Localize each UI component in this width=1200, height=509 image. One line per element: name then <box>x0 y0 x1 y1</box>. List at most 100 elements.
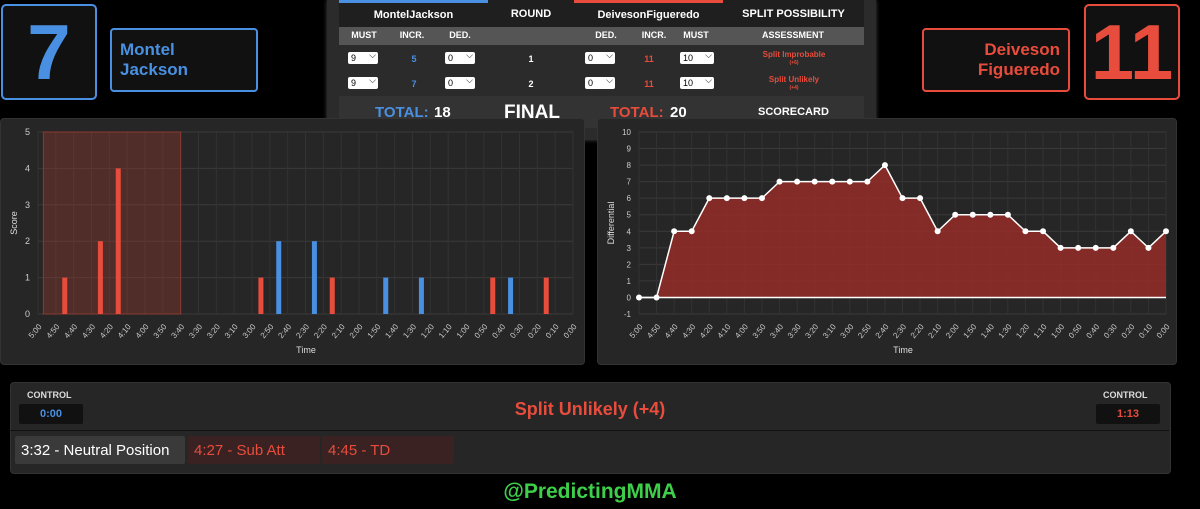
x-tick-label: 0:00 <box>562 322 579 340</box>
x-tick-label: 2:10 <box>330 322 347 340</box>
scorecard-round-header: ROUND <box>488 0 574 27</box>
x-axis-label: Time <box>296 345 316 355</box>
x-tick-label: 3:20 <box>205 322 222 340</box>
differential-point <box>1092 244 1099 251</box>
round1-must-left-select[interactable]: 9 <box>348 50 378 64</box>
score-bar <box>62 277 68 314</box>
x-tick-label: 2:10 <box>926 322 943 340</box>
round1-incr-right: 11 <box>644 54 654 64</box>
event-td[interactable]: 4:45 - TD <box>322 436 454 464</box>
x-axis-label: Time <box>893 345 913 355</box>
left-fighter-last-name: Jackson <box>120 60 189 79</box>
differential-point <box>688 228 695 235</box>
differential-point <box>969 211 976 218</box>
x-tick-label: 1:40 <box>979 322 996 340</box>
x-tick-label: 2:40 <box>276 322 293 340</box>
control-left-label: CONTROL <box>27 390 72 400</box>
score-bar <box>490 277 496 314</box>
round2-incr-left: 7 <box>411 79 417 89</box>
x-tick-label: 4:30 <box>680 322 697 340</box>
round1-assessment: Split Improbable <box>762 50 826 59</box>
control-left-time: 0:00 <box>19 404 83 424</box>
left-fighter-first-name: Montel <box>120 40 175 59</box>
differential-point <box>1163 228 1169 235</box>
y-tick-label: 10 <box>622 128 631 137</box>
differential-point <box>636 294 642 301</box>
round1-ded-left-select[interactable]: 0 <box>445 50 475 64</box>
round1-incr-left: 5 <box>411 54 417 64</box>
differential-chart-panel: -1 0 1 2 3 4 5 6 7 8 9 10 5:00 4:50 4:40 4:30 4:20 4:10 4:… <box>597 118 1177 365</box>
x-tick-label: 3:00 <box>839 322 856 340</box>
total-left-value: 18 <box>434 104 451 121</box>
differential-point <box>776 178 783 185</box>
x-tick-label: 0:00 <box>1155 322 1172 340</box>
differential-point <box>671 228 678 235</box>
y-tick-label: 0 <box>25 309 30 319</box>
right-fighter-name: Deiveson Figueredo <box>922 28 1070 92</box>
x-tick-label: 0:20 <box>526 322 543 340</box>
event-sub-att[interactable]: 4:27 - Sub Att <box>188 436 320 464</box>
differential-point <box>1075 244 1082 251</box>
differential-point <box>1022 228 1029 235</box>
y-tick-label: 4 <box>627 227 632 236</box>
event-neutral-position[interactable]: 3:32 - Neutral Position <box>15 436 185 464</box>
round2-ded-right-select[interactable]: 0 <box>585 75 615 89</box>
x-tick-label: 3:40 <box>768 322 785 340</box>
round2-must-left-select[interactable]: 9 <box>348 75 378 89</box>
x-tick-label: 1:30 <box>401 322 418 340</box>
x-tick-label: 4:50 <box>45 322 62 340</box>
x-tick-label: 3:40 <box>169 322 186 340</box>
x-tick-label: 3:10 <box>821 322 838 340</box>
y-tick-label: 0 <box>627 293 632 302</box>
y-tick-label: 2 <box>627 260 632 269</box>
y-tick-label: 1 <box>627 277 632 286</box>
subheader-incr-right: INCR. <box>641 30 667 40</box>
x-tick-label: 2:30 <box>891 322 908 340</box>
round1-assessment-margin: (+6) <box>789 60 799 66</box>
x-tick-label: 1:50 <box>366 322 383 340</box>
x-tick-label: 2:30 <box>294 322 311 340</box>
y-tick-label: -1 <box>624 310 632 319</box>
x-tick-label: 3:50 <box>152 322 169 340</box>
round1-ded-right-select[interactable]: 0 <box>585 50 615 64</box>
score-bar <box>329 277 335 314</box>
left-fighter-score: 7 <box>1 4 97 100</box>
x-tick-label: 5:00 <box>628 322 645 340</box>
y-tick-label: 1 <box>25 273 30 283</box>
scorecard-button[interactable]: SCORECARD <box>758 106 829 118</box>
score-bar <box>508 277 514 314</box>
control-right-label: CONTROL <box>1103 390 1148 400</box>
x-tick-label: 4:10 <box>116 322 133 340</box>
x-tick-label: 1:30 <box>997 322 1014 340</box>
subheader-ded-left: DED. <box>449 30 471 40</box>
x-tick-label: 0:50 <box>473 322 490 340</box>
round1-must-right-select[interactable]: 10 <box>680 50 714 64</box>
x-tick-label: 4:40 <box>62 322 79 340</box>
y-tick-label: 3 <box>25 200 30 210</box>
y-tick-label: 5 <box>25 127 30 137</box>
differential-point <box>829 178 836 185</box>
x-tick-label: 0:50 <box>1067 322 1084 340</box>
x-tick-label: 3:10 <box>223 322 240 340</box>
differential-point <box>653 294 660 301</box>
score-bar <box>258 277 264 314</box>
differential-point <box>1110 244 1117 251</box>
differential-point <box>1004 211 1011 218</box>
differential-point <box>794 178 801 185</box>
x-tick-label: 2:20 <box>909 322 926 340</box>
x-tick-label: 1:10 <box>437 322 454 340</box>
x-tick-label: 1:20 <box>1014 322 1031 340</box>
round2-assessment: Split Unlikely <box>768 75 820 84</box>
score-bar <box>383 277 389 314</box>
x-tick-label: 0:40 <box>1084 322 1101 340</box>
round2-ded-left-select[interactable]: 0 <box>445 75 475 89</box>
scorecard-subheader: MUST INCR. DED. DED. INCR. MUST ASSESSME… <box>339 27 864 45</box>
round2-must-right-select[interactable]: 10 <box>680 75 714 89</box>
subheader-ded-right: DED. <box>595 30 617 40</box>
x-tick-label: 4:50 <box>645 322 662 340</box>
differential-point <box>846 178 853 185</box>
x-tick-label: 2:50 <box>856 322 873 340</box>
subheader-assessment: ASSESSMENT <box>761 30 825 40</box>
x-tick-label: 0:40 <box>490 322 507 340</box>
differential-point <box>1127 228 1134 235</box>
